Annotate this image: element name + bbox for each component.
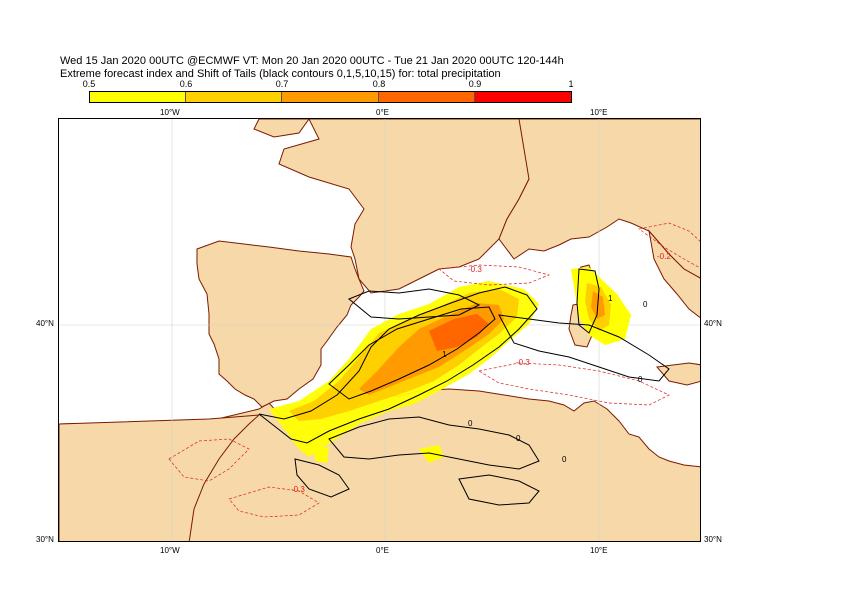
iberia-land bbox=[196, 240, 365, 408]
colorbar-segment bbox=[186, 92, 283, 102]
colorbar-tick-label: 1 bbox=[568, 79, 574, 89]
neg-contour-gulf-lion bbox=[438, 264, 551, 286]
morocco-land bbox=[59, 414, 261, 541]
contour-label: 0 bbox=[516, 434, 521, 443]
contour-label: -0.3 bbox=[516, 358, 530, 367]
contour-label: 0 bbox=[638, 375, 643, 384]
colorbar-segment bbox=[474, 92, 571, 102]
lon-label-top: 10°E bbox=[590, 108, 608, 117]
colorbar-segment bbox=[378, 92, 475, 102]
contour-label: 1 bbox=[608, 294, 613, 303]
southern-italy-land bbox=[648, 229, 700, 319]
neg-contour-algerian-basin bbox=[478, 362, 670, 406]
sot-contour-plateau bbox=[458, 474, 540, 506]
lat-label-left: 30°N bbox=[36, 535, 54, 544]
colorbar-tick-label: 0.7 bbox=[275, 79, 289, 89]
map-subtitle: Extreme forecast index and Shift of Tail… bbox=[60, 68, 501, 80]
contour-label: 0 bbox=[643, 300, 648, 309]
lat-label-left: 40°N bbox=[36, 319, 54, 328]
sot-contour-1 bbox=[328, 306, 496, 400]
neg-contour-tyrrhenian bbox=[638, 222, 700, 269]
colorbar-segment bbox=[90, 92, 187, 102]
contour-label: -0.3 bbox=[291, 485, 305, 494]
lon-label-top: 10°W bbox=[160, 108, 180, 117]
efi-area-08 bbox=[429, 314, 489, 351]
contour-label: -0.3 bbox=[468, 265, 482, 274]
lon-label-bottom: 10°E bbox=[590, 546, 608, 555]
map-canvas: 1 1 0 0 0 0 0 -0.3 -0.3 -0.3 -0.2 bbox=[59, 119, 700, 541]
britain-land bbox=[253, 119, 310, 138]
sot-contour-atlas bbox=[294, 458, 350, 498]
neg-contour-morocco bbox=[168, 438, 250, 482]
contour-label: 1 bbox=[442, 350, 447, 359]
neg-contour-morocco-south bbox=[228, 486, 320, 518]
sot-contour-algeria bbox=[328, 416, 540, 470]
colorbar-segment bbox=[282, 92, 379, 102]
lon-label-bottom: 0°E bbox=[376, 546, 389, 555]
colorbar-tick-label: 0.8 bbox=[372, 79, 386, 89]
map-title: Wed 15 Jan 2020 00UTC @ECMWF VT: Mon 20 … bbox=[60, 55, 564, 67]
lat-label-right: 30°N bbox=[704, 535, 722, 544]
lon-label-top: 0°E bbox=[376, 108, 389, 117]
sot-contour-pyrenees bbox=[348, 288, 481, 320]
lat-label-right: 40°N bbox=[704, 319, 722, 328]
colorbar-tick-label: 0.5 bbox=[82, 79, 96, 89]
lon-label-bottom: 10°W bbox=[160, 546, 180, 555]
colorbar bbox=[89, 91, 572, 103]
contour-label: 0 bbox=[468, 419, 473, 428]
contour-label: -0.2 bbox=[657, 252, 671, 261]
contour-label: 0 bbox=[562, 455, 567, 464]
sot-contour-0 bbox=[258, 286, 538, 444]
efi-area-05 bbox=[314, 447, 329, 463]
sot-contour-corsica bbox=[576, 268, 600, 334]
colorbar-tick-label: 0.6 bbox=[179, 79, 193, 89]
map-panel: 1 1 0 0 0 0 0 -0.3 -0.3 -0.3 -0.2 bbox=[58, 118, 701, 542]
sot-contour-0-east bbox=[498, 314, 670, 382]
colorbar-tick-label: 0.9 bbox=[468, 79, 482, 89]
